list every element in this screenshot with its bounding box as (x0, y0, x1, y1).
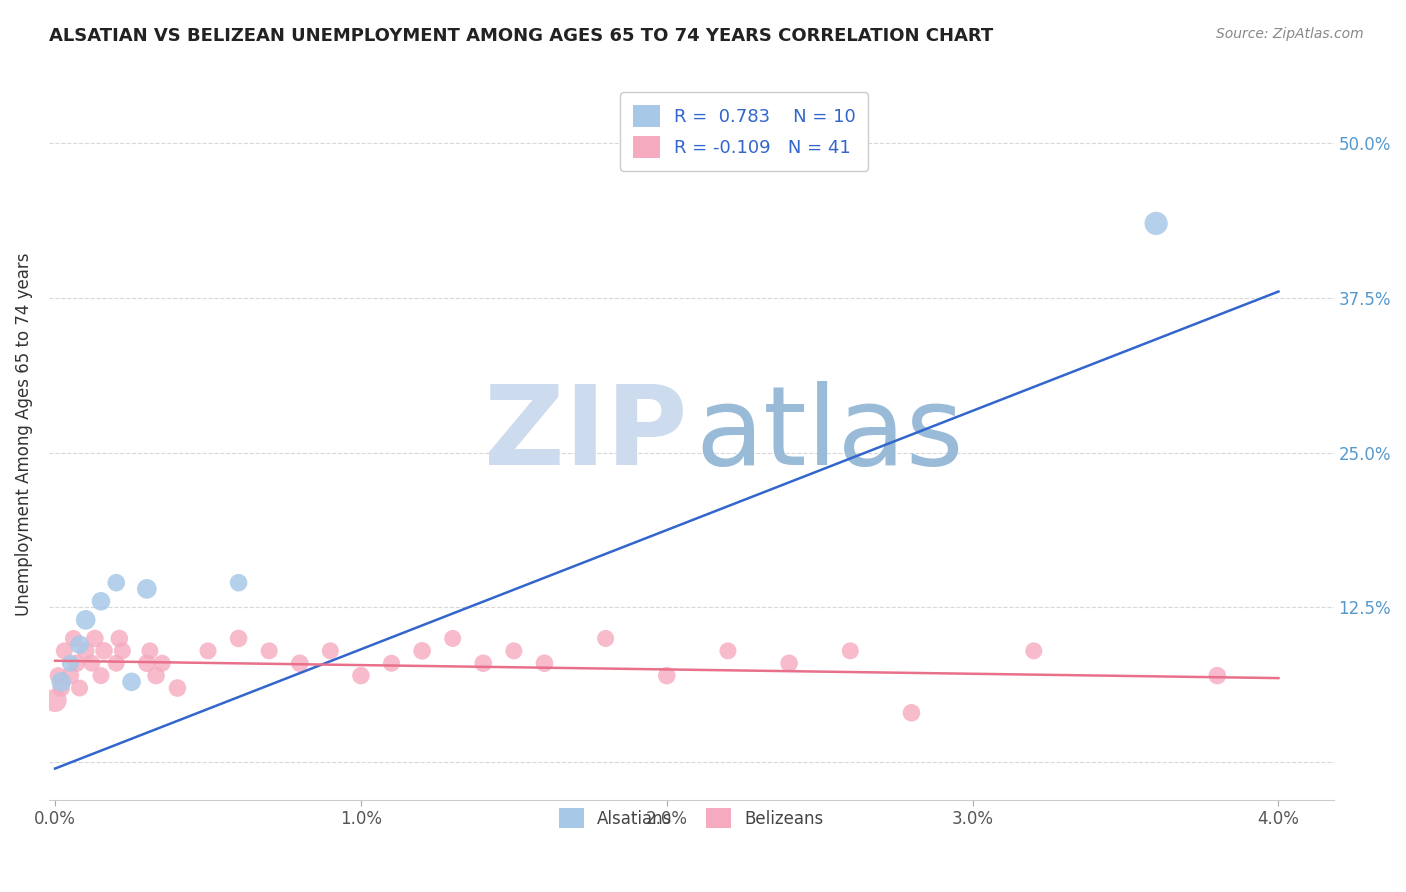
Point (257, 644, 280, 658)
Text: ALSATIAN VS BELIZEAN UNEMPLOYMENT AMONG AGES 65 TO 74 YEARS CORRELATION CHART: ALSATIAN VS BELIZEAN UNEMPLOYMENT AMONG … (49, 27, 994, 45)
Text: Source: ZipAtlas.com: Source: ZipAtlas.com (1216, 27, 1364, 41)
Point (111, 644, 134, 658)
Point (288, 657, 311, 671)
Point (75, 613, 97, 627)
Point (319, 644, 342, 658)
Point (53, 644, 76, 658)
Point (51, 681, 73, 695)
Point (502, 644, 524, 658)
Point (62, 632, 84, 646)
Legend: Alsatians, Belizeans: Alsatians, Belizeans (553, 801, 830, 835)
Point (46, 668, 69, 682)
Point (139, 644, 162, 658)
Point (717, 644, 740, 658)
Point (80, 657, 103, 671)
Point (1022, 644, 1045, 658)
Point (51, 674, 73, 689)
Point (197, 644, 219, 658)
Point (228, 575, 250, 590)
Point (350, 668, 373, 682)
Point (441, 632, 464, 646)
Point (59, 657, 82, 671)
Point (145, 668, 167, 682)
Point (533, 657, 555, 671)
Point (105, 575, 128, 590)
Point (105, 657, 128, 671)
Point (472, 657, 495, 671)
Text: ZIP: ZIP (484, 381, 688, 488)
Text: atlas: atlas (695, 381, 963, 488)
Point (778, 657, 800, 671)
Y-axis label: Unemployment Among Ages 65 to 74 years: Unemployment Among Ages 65 to 74 years (15, 252, 32, 615)
Point (69, 638, 91, 652)
Point (150, 657, 173, 671)
Point (90, 668, 112, 682)
Point (839, 644, 862, 658)
Point (595, 632, 617, 646)
Point (380, 657, 402, 671)
Point (166, 681, 188, 695)
Point (135, 582, 157, 596)
Point (1144, 216, 1167, 230)
Point (411, 644, 433, 658)
Point (44, 693, 66, 707)
Point (83, 632, 105, 646)
Point (69, 681, 91, 695)
Point (93, 644, 115, 658)
Point (121, 674, 143, 689)
Point (90, 594, 112, 608)
Point (59, 668, 82, 682)
Point (900, 706, 922, 720)
Point (75, 644, 97, 658)
Point (108, 632, 131, 646)
Point (65, 657, 87, 671)
Point (1206, 668, 1229, 682)
Point (655, 668, 678, 682)
Point (135, 657, 157, 671)
Point (228, 632, 250, 646)
